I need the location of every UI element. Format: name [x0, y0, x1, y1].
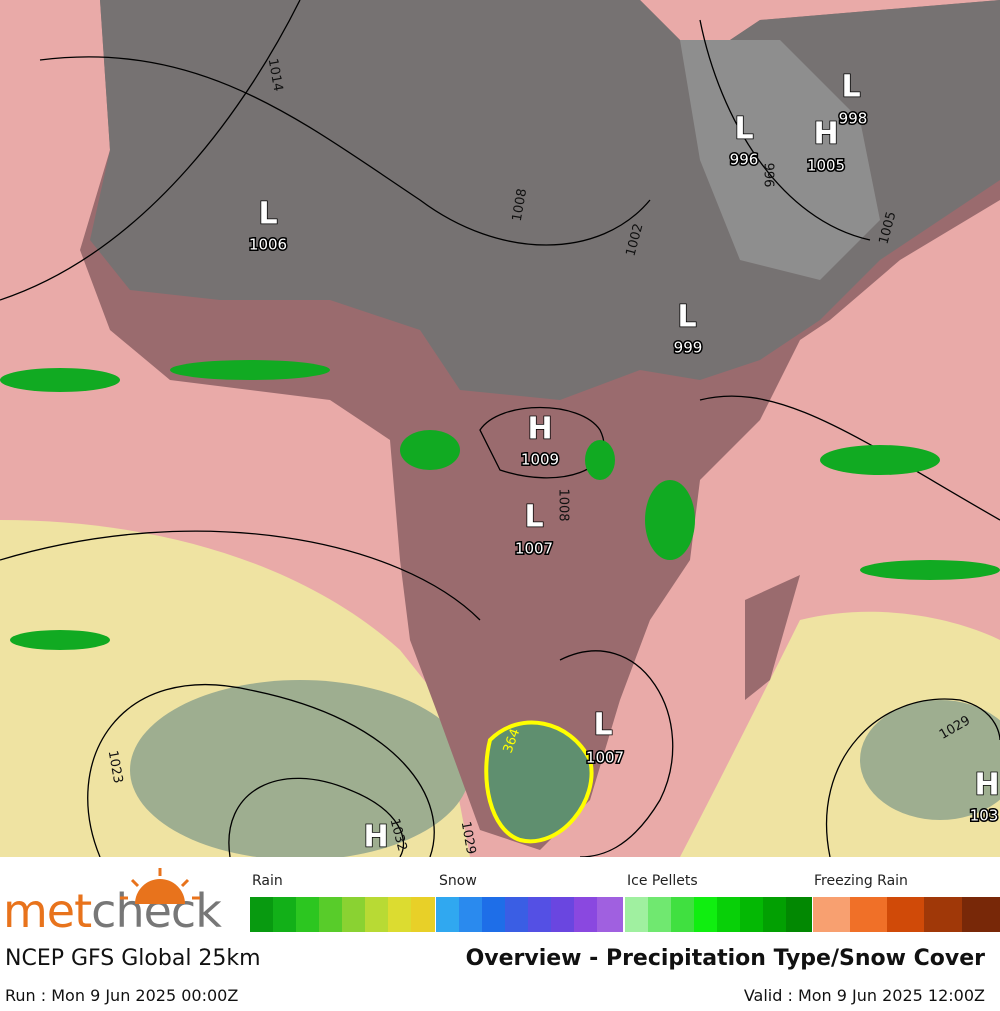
run-time: Run : Mon 9 Jun 2025 00:00Z	[5, 986, 239, 1005]
center-symbol: L	[841, 70, 860, 105]
valid-time: Valid : Mon 9 Jun 2025 12:00Z	[743, 986, 985, 1005]
arabia	[680, 40, 880, 280]
logo-sun	[120, 868, 200, 904]
center-value: 1009	[521, 451, 559, 469]
center-symbol: L	[524, 500, 543, 535]
isobar-label: 1023	[105, 749, 126, 784]
isobar-label: 996	[761, 163, 776, 188]
isobar-label: 1008	[510, 187, 531, 222]
isobar-label: 1014	[265, 57, 286, 92]
madagascar	[745, 575, 800, 700]
center-symbol: L	[258, 197, 277, 232]
isobar-labels: 1014 1008 1002 996 1005 1008 1023 1032 1…	[105, 57, 973, 855]
snow-swatches	[436, 897, 623, 932]
center-value: 1007	[586, 749, 624, 767]
center-symbol: L	[734, 112, 753, 147]
center-value: 1006	[249, 236, 287, 254]
pressure-centers: L 1006 L 996 H 1005 L 998 L 999 H 1009 L…	[247, 69, 1000, 856]
center-value: 998	[839, 110, 868, 128]
center-symbol: L	[593, 708, 612, 743]
map: 1014 1008 1002 996 1005 1008 1023 1032 1…	[0, 0, 1000, 857]
logo-part: met	[3, 884, 92, 938]
isobar-label: 1029	[458, 820, 479, 855]
center-value: 103	[970, 807, 999, 825]
model: NCEP GFS Global 25km	[5, 946, 261, 971]
snow-zone	[484, 720, 594, 844]
rain-swatches	[250, 897, 435, 932]
legend-swatches	[250, 897, 1000, 932]
legend-label: Rain	[252, 873, 283, 889]
center-symbol: H	[813, 117, 838, 152]
isobars	[0, 0, 1000, 857]
freezing-rain-swatches	[813, 897, 1000, 932]
ice-pellet-swatches	[625, 897, 812, 932]
logo: metcheck	[3, 884, 222, 938]
rain	[0, 360, 1000, 650]
legend-label: Ice Pellets	[627, 873, 698, 889]
legend-label: Freezing Rain	[814, 873, 908, 889]
isobar-label: 1008	[556, 488, 571, 521]
center-symbol: H	[527, 412, 552, 447]
center-value: 996	[730, 151, 759, 169]
center-symbol: H	[974, 768, 999, 803]
center-value: 1005	[807, 157, 845, 175]
snow-cover	[130, 680, 470, 857]
product: Overview - Precipitation Type/Snow Cover	[465, 946, 985, 971]
snow-cover	[860, 700, 1000, 820]
legend-label: Snow	[439, 873, 477, 889]
center-value: 999	[674, 339, 703, 357]
center-symbol: L	[677, 300, 696, 335]
center-value: 1007	[515, 540, 553, 558]
center-symbol: H	[363, 820, 388, 855]
